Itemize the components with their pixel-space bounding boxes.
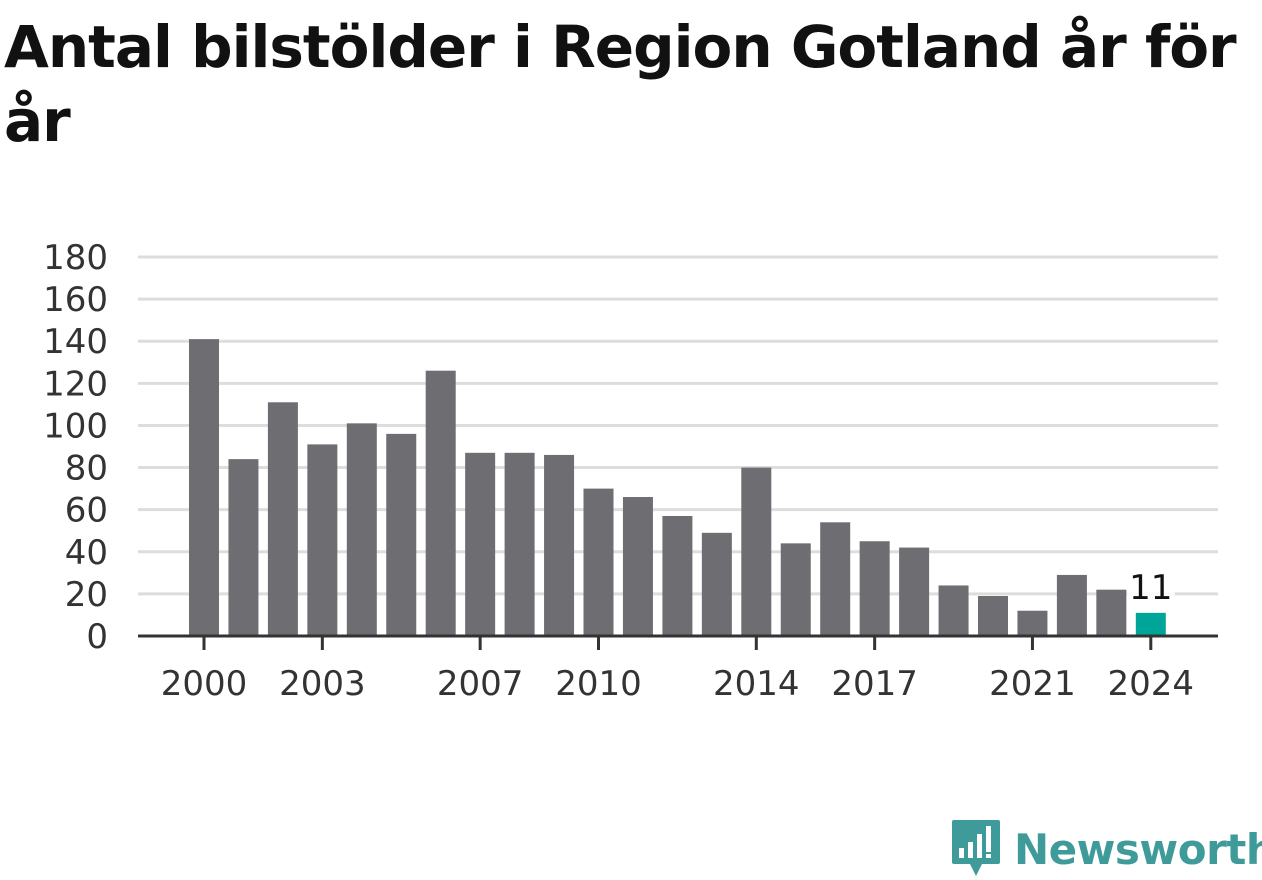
bar: [346, 423, 377, 636]
bar: [622, 497, 653, 636]
bar: [899, 547, 930, 636]
y-tick-label: 20: [65, 575, 108, 615]
x-tick-label: 2000: [161, 664, 248, 704]
bar: [662, 515, 693, 636]
x-tick-label: 2007: [437, 664, 524, 704]
bar: [228, 459, 259, 636]
bar: [425, 370, 456, 636]
x-tick-label: 2010: [555, 664, 642, 704]
y-tick-label: 160: [43, 280, 108, 320]
newsworthy-logo-icon: [952, 820, 1000, 876]
data-label: 11: [1129, 568, 1172, 608]
bar: [1135, 612, 1166, 636]
bar: [938, 585, 969, 636]
y-tick-label: 120: [43, 364, 108, 404]
y-tick-label: 140: [43, 322, 108, 362]
bar: [1017, 610, 1048, 636]
y-tick-label: 0: [86, 617, 108, 657]
bar: [1096, 589, 1127, 636]
x-tick-label: 2017: [831, 664, 918, 704]
bar: [189, 339, 219, 636]
bar: [820, 522, 851, 636]
data-label-background: [1126, 566, 1175, 605]
y-tick-label: 180: [43, 238, 108, 278]
bar: [859, 541, 890, 636]
brand-name: Newsworthy: [1014, 824, 1262, 874]
bar: [504, 452, 535, 636]
y-tick-label: 80: [65, 449, 108, 489]
x-tick-label: 2014: [713, 664, 800, 704]
bar: [701, 532, 732, 636]
bar: [741, 467, 772, 636]
chart-title: Antal bilstölder i Region Gotland år för…: [4, 13, 1237, 155]
newsworthy-logo: Newsworthy: [950, 818, 1262, 880]
bar: [978, 595, 1008, 636]
bar: [780, 543, 811, 636]
bar: [465, 452, 496, 636]
y-tick-label: 60: [65, 491, 108, 531]
bar: [1056, 574, 1087, 636]
y-tick-label: 100: [43, 406, 108, 446]
y-tick-label: 40: [65, 533, 108, 573]
bar: [583, 488, 614, 636]
bar: [307, 444, 338, 636]
bar: [267, 402, 298, 636]
bar: [386, 433, 417, 636]
x-tick-label: 2003: [279, 664, 366, 704]
bar: [544, 454, 575, 636]
x-tick-label: 2024: [1108, 664, 1195, 704]
x-tick-label: 2021: [989, 664, 1076, 704]
